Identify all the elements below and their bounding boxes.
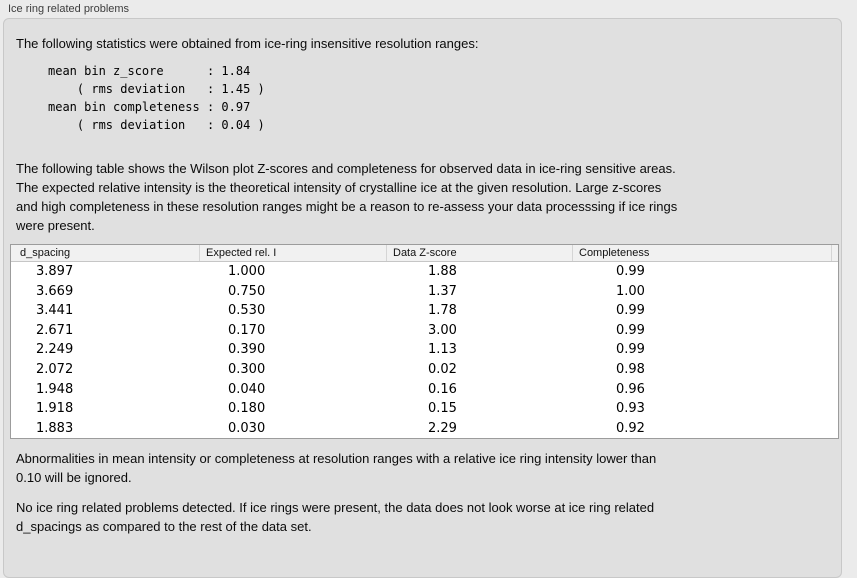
table-cell: 2.072 <box>36 361 74 377</box>
table-caption: The following table shows the Wilson plo… <box>16 161 678 233</box>
table-cell: 3.897 <box>36 264 74 279</box>
table-cell: 3.00 <box>428 322 457 338</box>
table-cell-spacer <box>831 262 838 282</box>
table-cell: 0.15 <box>428 401 457 417</box>
column-header-d-spacing[interactable]: d_spacing <box>20 247 71 259</box>
table-cell: 1.37 <box>428 283 457 299</box>
table-row[interactable]: 2.249 0.390 1.13 0.99 <box>11 340 838 360</box>
table-cell: 0.170 <box>228 322 266 338</box>
table-cell: 0.92 <box>616 420 645 436</box>
table-cell-spacer <box>831 360 838 380</box>
table-cell: 1.88 <box>428 264 457 279</box>
table-cell-spacer <box>831 321 838 341</box>
table-cell: 0.180 <box>228 401 266 417</box>
table-row[interactable]: 1.918 0.180 0.15 0.93 <box>11 399 838 419</box>
table-cell-spacer <box>831 380 838 400</box>
table-cell: 0.99 <box>616 342 645 358</box>
column-header-data-z-score[interactable]: Data Z-score <box>386 245 572 261</box>
ice-ring-table: d_spacing Expected rel. I Data Z-score Comp… <box>10 244 839 440</box>
panel-title: Ice ring related problems <box>8 3 130 15</box>
table-header: d_spacing Expected rel. I Data Z-score Comp… <box>11 245 838 262</box>
conclusion-text: No ice ring related problems detected. I… <box>16 500 655 535</box>
table-cell: 1.883 <box>36 420 74 436</box>
table-row[interactable]: 2.671 0.170 3.00 0.99 <box>11 321 838 341</box>
table-cell: 0.300 <box>228 361 266 377</box>
table-cell: 0.040 <box>228 381 266 397</box>
table-cell: 0.99 <box>616 264 645 279</box>
table-cell: 1.00 <box>616 283 645 299</box>
table-cell: 2.249 <box>36 342 74 358</box>
table-cell: 0.99 <box>616 303 645 319</box>
column-header-completeness[interactable]: Completeness <box>572 245 831 261</box>
table-row[interactable]: 3.441 0.530 1.78 0.99 <box>11 301 838 321</box>
table-cell-spacer <box>831 282 838 302</box>
table-cell: 1.948 <box>36 381 74 397</box>
table-row[interactable]: 3.897 1.000 1.88 0.99 <box>11 262 838 282</box>
column-header-expected-rel-i[interactable]: Expected rel. I <box>199 245 386 261</box>
table-cell: 0.16 <box>428 381 457 397</box>
table-cell: 0.02 <box>428 361 457 377</box>
table-row[interactable]: 1.948 0.040 0.16 0.96 <box>11 380 838 400</box>
table-cell: 0.030 <box>228 420 266 436</box>
table-cell-spacer <box>831 399 838 419</box>
table-cell: 1.918 <box>36 401 74 417</box>
table-cell: 2.671 <box>36 322 74 338</box>
table-cell: 0.98 <box>616 361 645 377</box>
table-cell: 0.96 <box>616 381 645 397</box>
table-cell: 0.99 <box>616 322 645 338</box>
table-row[interactable]: 3.669 0.750 1.37 1.00 <box>11 282 838 302</box>
table-cell: 1.000 <box>228 264 266 279</box>
table-body: 3.897 1.000 1.88 0.99 3.669 0.750 1.37 1.00 3.44… <box>11 262 838 438</box>
stats-block: mean bin z_score : 1.84 ( rms deviation … <box>48 64 265 132</box>
table-cell: 0.530 <box>228 303 266 319</box>
column-header-spacer <box>831 245 838 261</box>
ice-ring-groupbox: The following statistics were obtained f… <box>3 18 842 578</box>
table-row[interactable]: 2.072 0.300 0.02 0.98 <box>11 360 838 380</box>
table-row[interactable]: 1.883 0.030 2.29 0.92 <box>11 419 838 439</box>
table-cell-spacer <box>831 419 838 439</box>
table-cell-spacer <box>831 340 838 360</box>
table-cell: 0.750 <box>228 283 266 299</box>
table-cell: 0.93 <box>616 401 645 417</box>
ignore-note-text: Abnormalities in mean intensity or compl… <box>16 451 657 486</box>
intro-text: The following statistics were obtained f… <box>16 36 479 51</box>
table-cell: 3.441 <box>36 303 74 319</box>
table-cell: 1.13 <box>428 342 457 358</box>
table-cell: 1.78 <box>428 303 457 319</box>
groupbox-content: The following statistics were obtained f… <box>4 34 841 536</box>
table-cell: 3.669 <box>36 283 74 299</box>
table-cell: 0.390 <box>228 342 266 358</box>
table-cell-spacer <box>831 301 838 321</box>
table-cell: 2.29 <box>428 420 457 436</box>
